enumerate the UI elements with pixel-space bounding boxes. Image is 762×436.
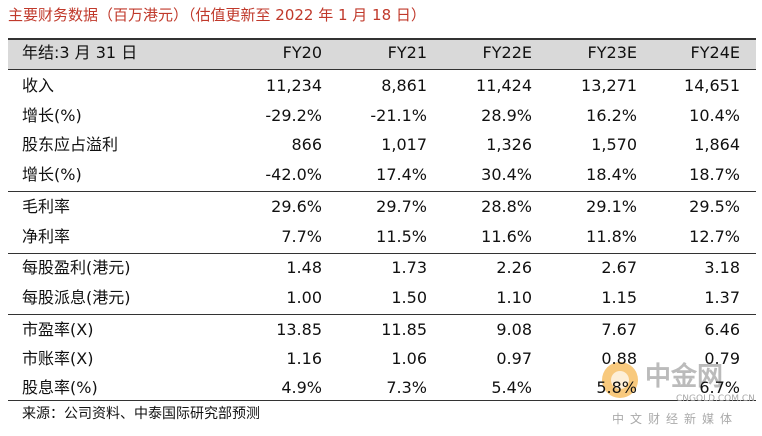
cell: 13.85	[276, 320, 322, 339]
cell: 30.4%	[481, 165, 532, 184]
cell: 5.4%	[491, 378, 532, 397]
cell: 1.00	[286, 288, 322, 307]
cell: 0.88	[601, 349, 637, 368]
cell: 1,864	[694, 135, 740, 154]
watermark-brand: 中金网	[645, 362, 724, 392]
header-cell: FY23E	[587, 43, 637, 62]
cell: -42.0%	[265, 165, 322, 184]
cell: 29.1%	[586, 197, 637, 216]
cell: 1.50	[391, 288, 427, 307]
cell: 2.67	[601, 258, 637, 277]
cell: 12.7%	[689, 227, 740, 246]
header-bg	[8, 38, 756, 69]
cell: 1,570	[591, 135, 637, 154]
cell: 16.2%	[586, 106, 637, 125]
cell: 28.8%	[481, 197, 532, 216]
row-label: 收入	[22, 76, 55, 95]
cell: 5.8%	[596, 378, 637, 397]
cell: 7.67	[601, 320, 637, 339]
cell: 1.15	[601, 288, 637, 307]
cell: 0.97	[496, 349, 532, 368]
cell: 7.7%	[281, 227, 322, 246]
cell: 11,424	[476, 76, 532, 95]
cell: 11.8%	[586, 227, 637, 246]
cell: 1.48	[286, 258, 322, 277]
cell: 6.46	[704, 320, 740, 339]
cell: 29.7%	[376, 197, 427, 216]
row-label: 股息率(%)	[22, 378, 98, 397]
cell: 28.9%	[481, 106, 532, 125]
cell: 2.26	[496, 258, 532, 277]
header-cell: 年结:3 月 31 日	[22, 43, 138, 62]
header-cell: FY20	[282, 43, 322, 62]
cell: 1.10	[496, 288, 532, 307]
row-label: 每股派息(港元)	[22, 288, 131, 307]
row-label: 股东应占溢利	[22, 135, 119, 154]
cell: 11,234	[266, 76, 322, 95]
cell: 18.7%	[689, 165, 740, 184]
cell: -29.2%	[265, 106, 322, 125]
top-rule	[8, 38, 756, 40]
cell: 13,271	[581, 76, 637, 95]
cell: 0.79	[704, 349, 740, 368]
group-rule	[8, 69, 756, 70]
group-rule	[8, 253, 756, 254]
cell: -21.1%	[370, 106, 427, 125]
cell: 1.16	[286, 349, 322, 368]
cell: 14,651	[684, 76, 740, 95]
watermark-logo	[602, 362, 638, 398]
cell: 29.5%	[689, 197, 740, 216]
row-label: 毛利率	[22, 197, 71, 216]
cell: 4.9%	[281, 378, 322, 397]
cell: 10.4%	[689, 106, 740, 125]
group-rule	[8, 314, 756, 315]
header-cell: FY22E	[482, 43, 532, 62]
row-label: 增长(%)	[22, 165, 82, 184]
cell: 8,861	[381, 76, 427, 95]
row-label: 净利率	[22, 227, 71, 246]
cell: 1.73	[391, 258, 427, 277]
cell: 866	[291, 135, 322, 154]
cell: 17.4%	[376, 165, 427, 184]
cell: 11.5%	[376, 227, 427, 246]
cell: 9.08	[496, 320, 532, 339]
group-rule	[8, 191, 756, 192]
cell: 1.06	[391, 349, 427, 368]
cell: 18.4%	[586, 165, 637, 184]
source: 来源：公司资料、中泰国际研究部预测	[22, 406, 260, 422]
cell: 7.3%	[386, 378, 427, 397]
cell: 1,017	[381, 135, 427, 154]
cell: 6.7%	[699, 378, 740, 397]
cell: 29.6%	[271, 197, 322, 216]
watermark-domain: CNGOLD.COM.CN	[676, 394, 755, 404]
row-label: 每股盈利(港元)	[22, 258, 131, 277]
row-label: 市盈率(X)	[22, 320, 94, 339]
bottom-rule	[8, 400, 756, 401]
row-label: 市账率(X)	[22, 349, 94, 368]
row-label: 增长(%)	[22, 106, 82, 125]
cell: 3.18	[704, 258, 740, 277]
title: 主要财务数据（百万港元）（估值更新至 2022 年 1 月 18 日）	[8, 6, 426, 24]
cell: 1,326	[486, 135, 532, 154]
cell: 1.37	[704, 288, 740, 307]
header-cell: FY24E	[690, 43, 740, 62]
cell: 11.6%	[481, 227, 532, 246]
cell: 11.85	[381, 320, 427, 339]
header-cell: FY21	[387, 43, 427, 62]
watermark-tagline: 中文财经新媒体	[612, 412, 739, 426]
